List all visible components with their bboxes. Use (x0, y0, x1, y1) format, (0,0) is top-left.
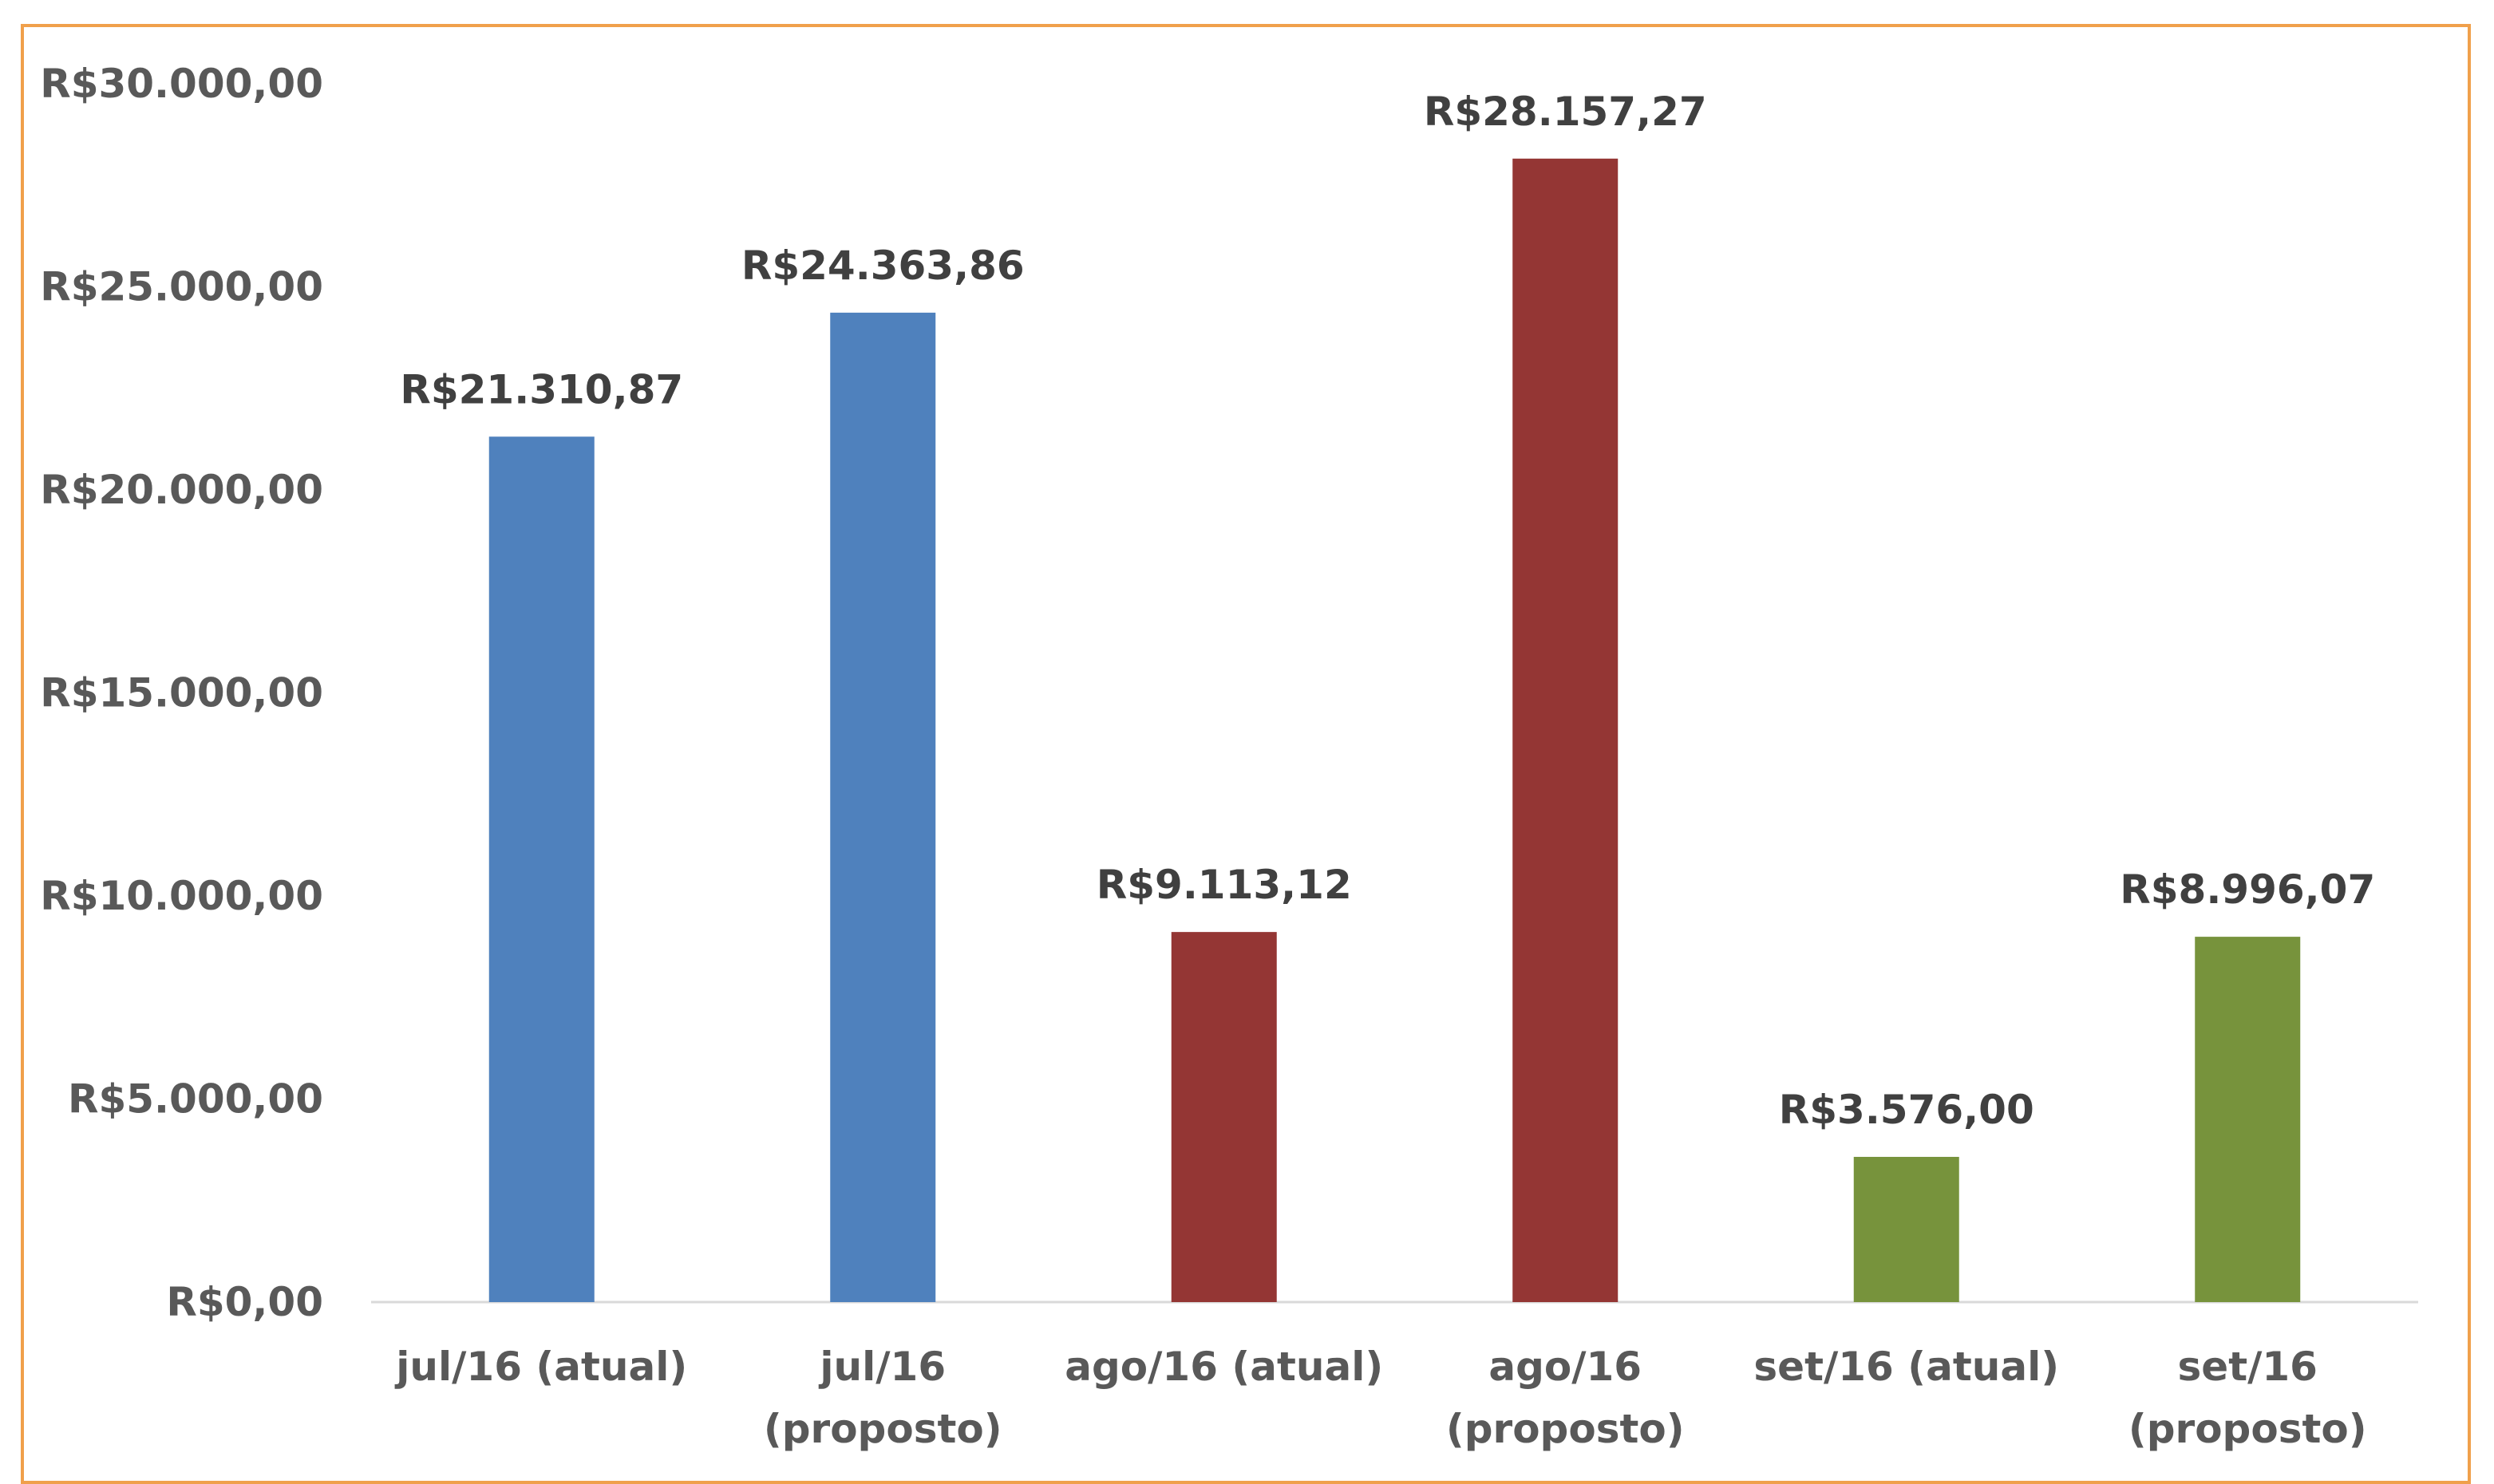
x-tick-label: (proposto) (2128, 1406, 2367, 1452)
x-tick-label: ago/16 (atual) (1065, 1344, 1383, 1390)
data-label: R$24.363,86 (741, 243, 1025, 289)
bar (488, 436, 595, 1302)
y-tick-label: R$10.000,00 (40, 873, 323, 919)
y-tick-label: R$0,00 (166, 1279, 323, 1325)
y-tick-label: R$30.000,00 (40, 61, 323, 107)
data-label: R$28.157,27 (1424, 89, 1707, 135)
data-label: R$9.113,12 (1097, 862, 1352, 908)
x-tick-label: jul/16 (atual) (394, 1344, 687, 1390)
bar (1512, 158, 1619, 1303)
x-tick-label: (proposto) (764, 1406, 1002, 1452)
y-tick-label: R$15.000,00 (40, 670, 323, 716)
bar (830, 312, 936, 1302)
data-label: R$8.996,07 (2120, 866, 2375, 913)
y-tick-label: R$25.000,00 (40, 264, 323, 310)
bar (2195, 937, 2301, 1302)
bar (1853, 1156, 1959, 1302)
x-tick-label: jul/16 (818, 1344, 946, 1390)
x-tick-label: set/16 (atual) (1753, 1344, 2059, 1390)
bar (1171, 932, 1277, 1302)
y-tick-label: R$20.000,00 (40, 467, 323, 513)
x-tick-label: ago/16 (1488, 1344, 1642, 1390)
data-label: R$3.576,00 (1779, 1087, 2034, 1133)
x-tick-label: set/16 (2178, 1344, 2318, 1390)
y-tick-label: R$5.000,00 (68, 1076, 323, 1123)
x-tick-label: (proposto) (1446, 1406, 1685, 1452)
data-label: R$21.310,87 (400, 366, 683, 412)
